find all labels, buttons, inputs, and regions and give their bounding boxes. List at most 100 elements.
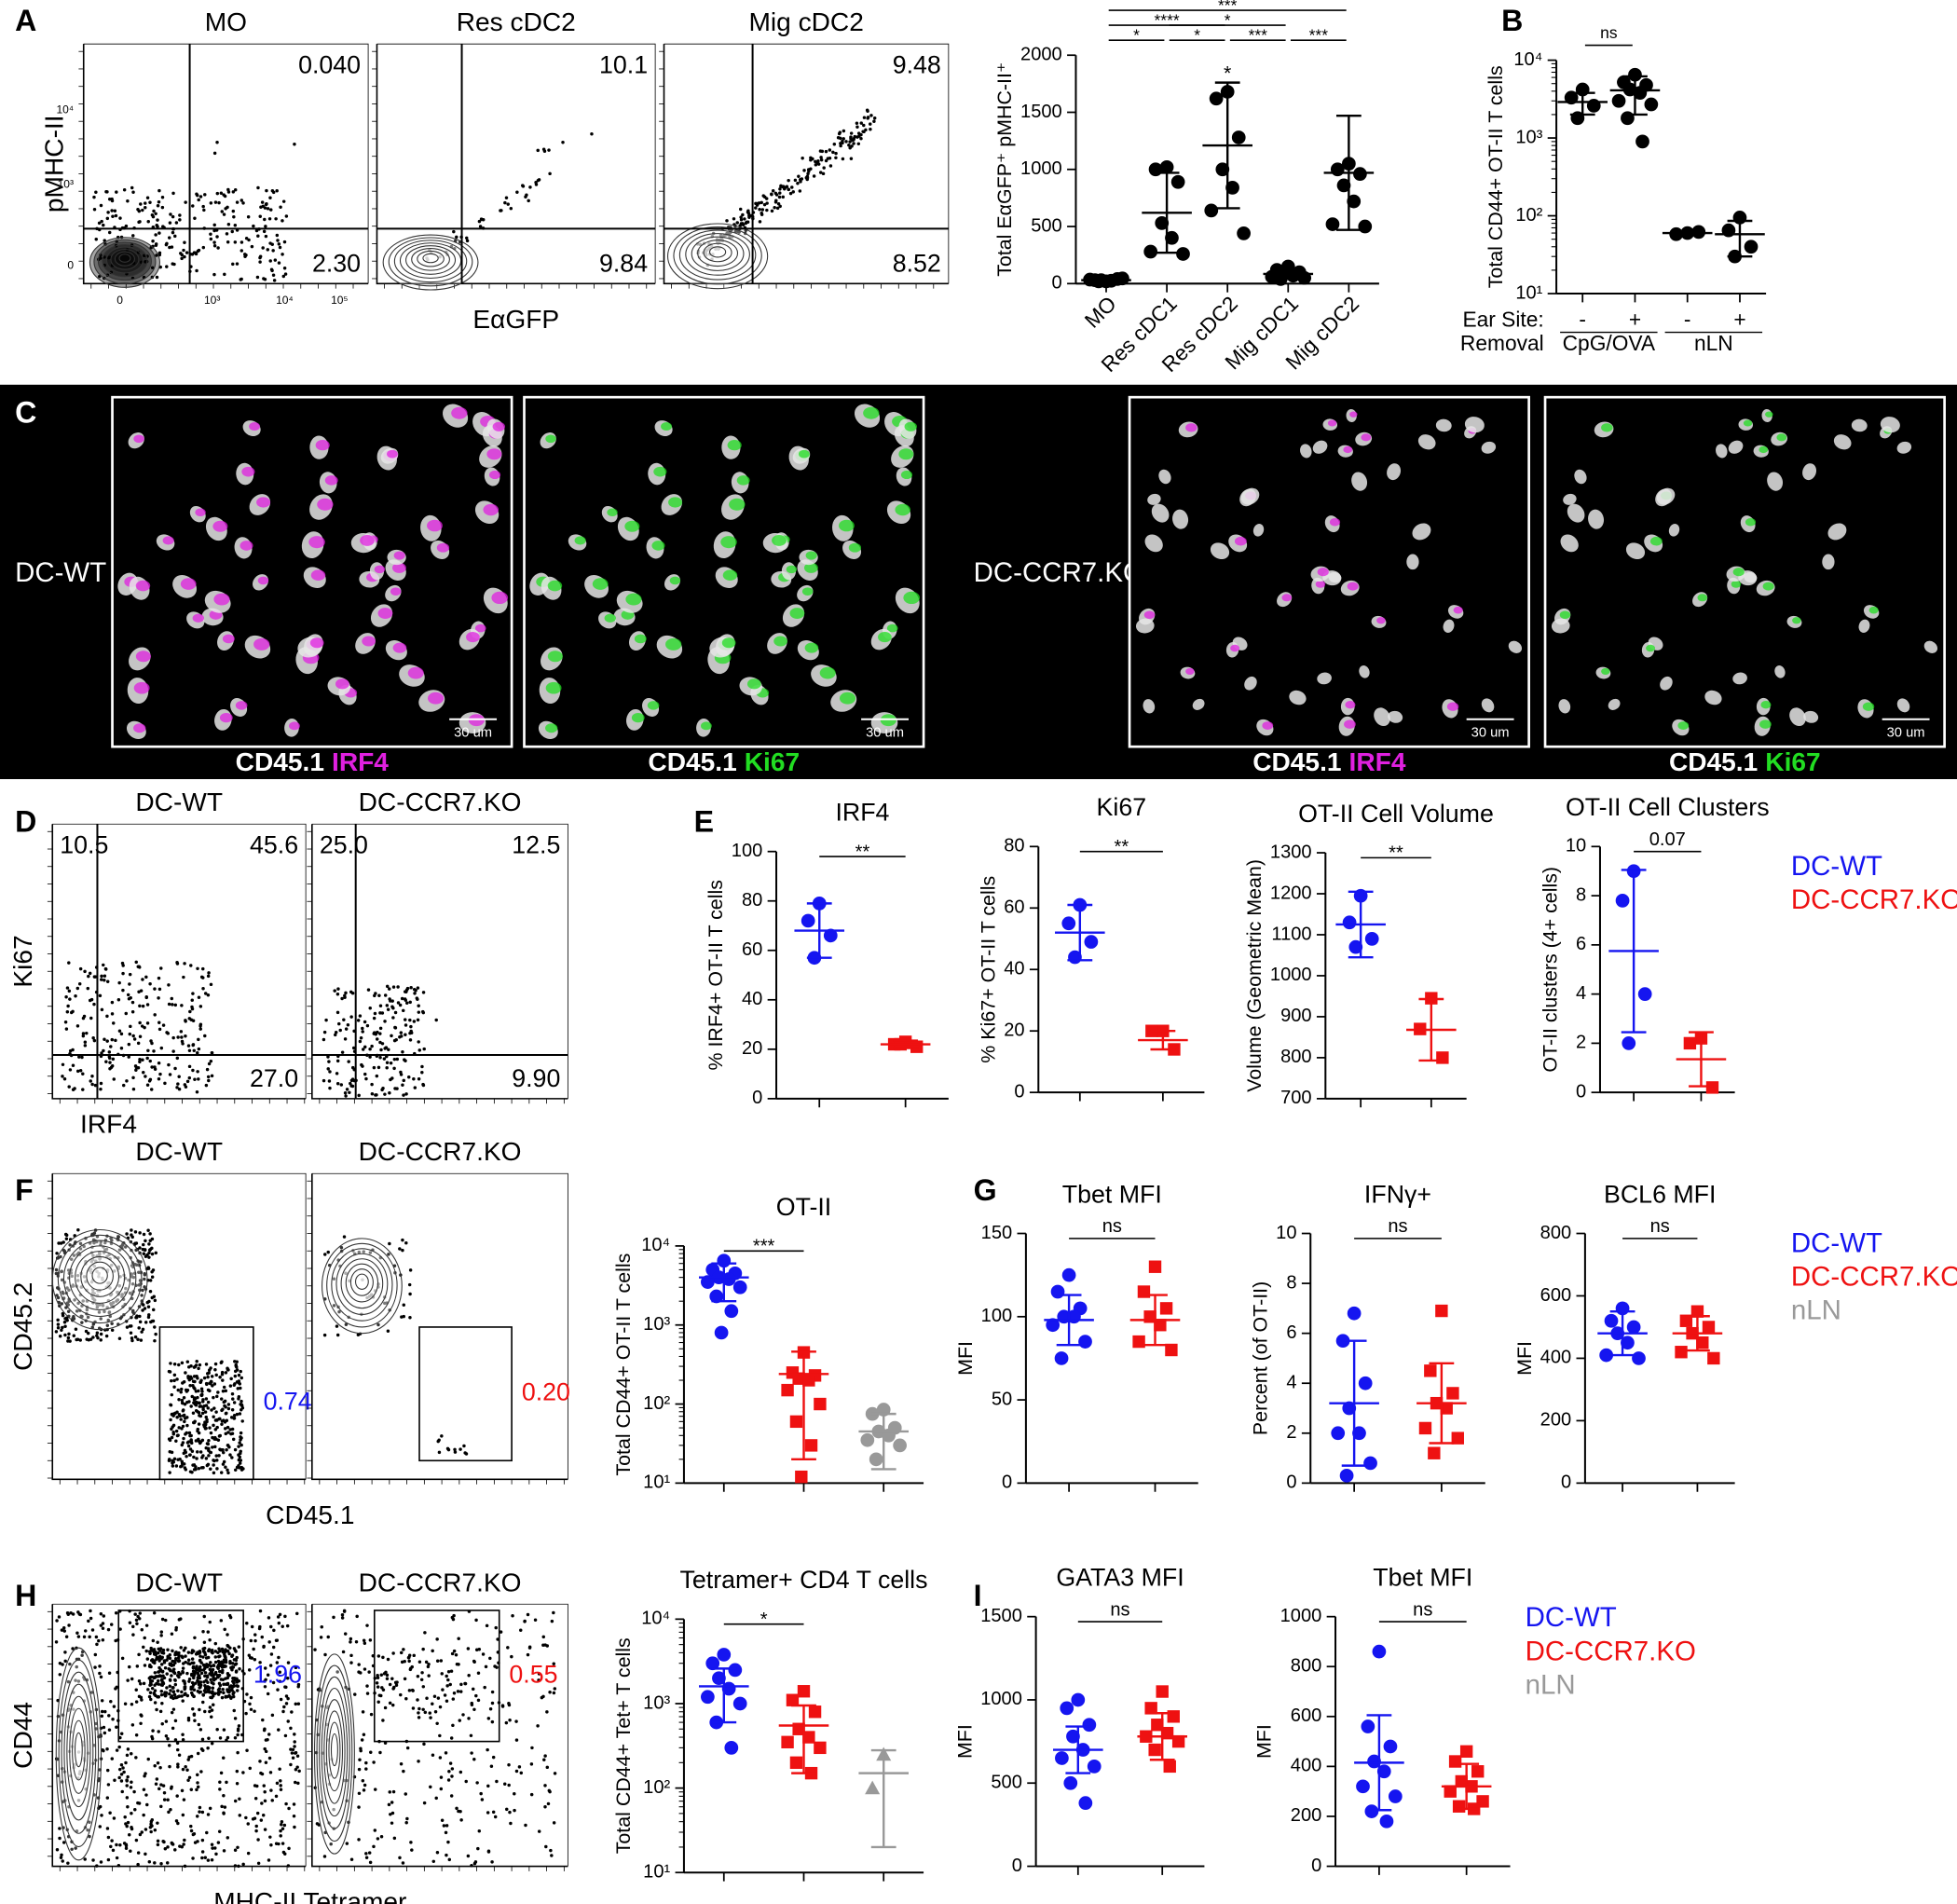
event-dot bbox=[195, 193, 198, 196]
event-dot bbox=[76, 987, 79, 990]
event-dot bbox=[455, 236, 458, 239]
event-dot bbox=[490, 1765, 493, 1768]
event-dot bbox=[268, 241, 271, 244]
event-dot bbox=[777, 202, 780, 205]
event-dot bbox=[129, 1849, 131, 1852]
event-dot bbox=[208, 1638, 211, 1641]
stain bbox=[1185, 423, 1197, 431]
data-point bbox=[1373, 1645, 1387, 1659]
y-axis-label: Ki67 bbox=[8, 935, 37, 987]
stain bbox=[802, 587, 813, 596]
event-dot bbox=[98, 222, 101, 225]
event-dot bbox=[503, 201, 506, 204]
event-dot bbox=[138, 210, 141, 212]
data-point bbox=[1062, 1268, 1076, 1282]
event-dot bbox=[204, 1427, 207, 1430]
event-dot bbox=[216, 246, 219, 249]
event-dot bbox=[550, 1854, 553, 1856]
event-dot bbox=[234, 1469, 237, 1472]
event-dot bbox=[58, 1827, 61, 1829]
event-dot bbox=[186, 1360, 189, 1363]
event-dot bbox=[284, 1802, 287, 1805]
event-dot bbox=[238, 1724, 240, 1727]
event-dot bbox=[359, 1040, 362, 1043]
event-dot bbox=[64, 995, 67, 998]
event-dot bbox=[528, 185, 531, 188]
event-dot bbox=[100, 1814, 103, 1816]
data-point bbox=[1061, 916, 1075, 930]
event-dot bbox=[112, 1058, 115, 1061]
event-dot bbox=[323, 1653, 326, 1656]
event-dot bbox=[169, 1669, 171, 1672]
event-dot bbox=[799, 189, 801, 192]
event-dot bbox=[289, 1747, 292, 1750]
event-dot bbox=[263, 230, 266, 233]
event-dot bbox=[207, 975, 210, 978]
event-dot bbox=[389, 1702, 391, 1705]
event-dot bbox=[127, 1821, 130, 1824]
stain bbox=[1763, 582, 1774, 591]
event-dot bbox=[457, 1637, 459, 1639]
stain bbox=[773, 637, 787, 647]
event-dot bbox=[506, 1646, 509, 1649]
event-dot bbox=[197, 1390, 199, 1392]
event-dot bbox=[117, 1864, 120, 1867]
event-dot bbox=[505, 1808, 508, 1811]
event-dot bbox=[147, 1316, 150, 1319]
event-dot bbox=[236, 1689, 239, 1692]
stain bbox=[722, 637, 736, 648]
event-dot bbox=[175, 1819, 178, 1822]
event-dot bbox=[240, 1404, 243, 1406]
event-dot bbox=[212, 273, 215, 276]
event-dot bbox=[224, 1427, 226, 1430]
event-dot bbox=[393, 1039, 396, 1042]
quadrant-value: 45.6 bbox=[250, 830, 298, 858]
event-dot bbox=[269, 1843, 272, 1846]
stain bbox=[648, 701, 660, 709]
event-dot bbox=[214, 1678, 217, 1680]
event-dot bbox=[297, 1703, 300, 1705]
event-dot bbox=[151, 1818, 154, 1821]
event-dot bbox=[404, 1821, 407, 1824]
event-dot bbox=[176, 1689, 179, 1692]
event-dot bbox=[362, 1048, 364, 1050]
event-dot bbox=[207, 1737, 210, 1740]
event-dot bbox=[106, 980, 109, 983]
event-dot bbox=[202, 209, 205, 212]
event-dot bbox=[61, 1326, 63, 1329]
row-label: Ear Site: bbox=[1462, 308, 1543, 332]
event-dot bbox=[149, 1647, 152, 1650]
event-dot bbox=[207, 1664, 210, 1666]
event-dot bbox=[151, 1687, 154, 1690]
event-dot bbox=[106, 217, 109, 220]
event-dot bbox=[243, 253, 246, 255]
event-dot bbox=[477, 1671, 480, 1674]
event-dot bbox=[233, 1709, 236, 1712]
event-dot bbox=[393, 1087, 396, 1089]
event-dot bbox=[154, 1829, 157, 1831]
event-dot bbox=[363, 1639, 365, 1642]
event-dot bbox=[285, 214, 288, 217]
event-dot bbox=[853, 137, 855, 140]
event-dot bbox=[209, 1621, 212, 1623]
data-point bbox=[733, 1697, 747, 1711]
event-dot bbox=[202, 1650, 205, 1652]
event-dot bbox=[78, 982, 81, 985]
event-dot bbox=[161, 1840, 164, 1842]
event-dot bbox=[81, 1088, 84, 1090]
event-dot bbox=[221, 210, 224, 212]
event-dot bbox=[55, 1619, 58, 1622]
y-tick-label: 1000 bbox=[1280, 1606, 1322, 1626]
event-dot bbox=[55, 1252, 58, 1254]
panel-label: A bbox=[15, 4, 36, 37]
event-dot bbox=[385, 1066, 388, 1069]
event-dot bbox=[344, 992, 347, 994]
event-dot bbox=[100, 1612, 103, 1615]
event-dot bbox=[79, 967, 82, 970]
event-dot bbox=[178, 213, 181, 216]
event-dot bbox=[205, 1363, 208, 1365]
event-dot bbox=[236, 1782, 239, 1785]
event-dot bbox=[214, 1428, 217, 1431]
event-dot bbox=[376, 1685, 379, 1688]
event-dot bbox=[108, 1057, 111, 1060]
